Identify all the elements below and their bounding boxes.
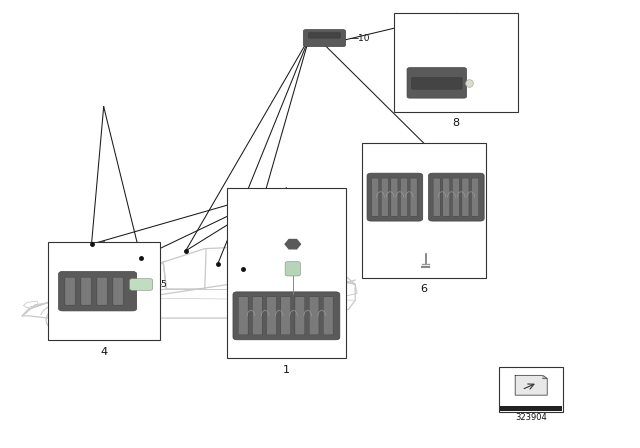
Text: 1: 1 [283, 365, 290, 375]
Bar [362, 143, 486, 278]
FancyBboxPatch shape [267, 297, 276, 335]
FancyBboxPatch shape [65, 277, 75, 305]
FancyBboxPatch shape [443, 178, 450, 216]
FancyBboxPatch shape [472, 178, 479, 216]
FancyBboxPatch shape [452, 178, 460, 216]
FancyBboxPatch shape [295, 297, 305, 335]
FancyBboxPatch shape [407, 68, 467, 98]
Text: 4: 4 [100, 347, 108, 357]
FancyBboxPatch shape [308, 33, 340, 38]
Text: 6: 6 [420, 284, 428, 294]
FancyBboxPatch shape [238, 297, 248, 335]
Text: 323904: 323904 [515, 413, 547, 422]
FancyBboxPatch shape [281, 297, 291, 335]
FancyBboxPatch shape [391, 178, 398, 216]
Text: 8: 8 [452, 118, 460, 128]
FancyBboxPatch shape [367, 173, 422, 221]
Polygon shape [285, 240, 301, 249]
FancyBboxPatch shape [381, 178, 388, 216]
FancyBboxPatch shape [233, 292, 340, 340]
FancyBboxPatch shape [323, 297, 333, 335]
Text: —7: —7 [435, 255, 450, 264]
Text: —2: —2 [300, 264, 314, 273]
FancyBboxPatch shape [462, 178, 469, 216]
FancyBboxPatch shape [97, 277, 107, 305]
FancyBboxPatch shape [252, 297, 262, 335]
Text: 9: 9 [401, 78, 406, 87]
Text: 9—: 9— [476, 78, 490, 87]
FancyBboxPatch shape [303, 30, 346, 47]
Bar [48, 242, 160, 340]
Bar [500, 406, 562, 411]
FancyBboxPatch shape [58, 271, 137, 311]
Bar [227, 188, 346, 358]
Polygon shape [543, 375, 547, 379]
Text: —3: —3 [308, 240, 323, 249]
Text: —5: —5 [152, 280, 168, 289]
FancyBboxPatch shape [129, 279, 152, 290]
FancyBboxPatch shape [81, 277, 91, 305]
FancyBboxPatch shape [113, 277, 123, 305]
FancyBboxPatch shape [412, 78, 462, 89]
FancyBboxPatch shape [410, 178, 417, 216]
FancyBboxPatch shape [372, 178, 379, 216]
Bar [394, 13, 518, 112]
Polygon shape [515, 375, 547, 395]
Text: —10: —10 [349, 34, 370, 43]
Bar [499, 367, 563, 412]
FancyBboxPatch shape [433, 178, 440, 216]
FancyBboxPatch shape [401, 178, 408, 216]
FancyBboxPatch shape [429, 173, 484, 221]
FancyBboxPatch shape [285, 262, 301, 276]
FancyBboxPatch shape [309, 297, 319, 335]
